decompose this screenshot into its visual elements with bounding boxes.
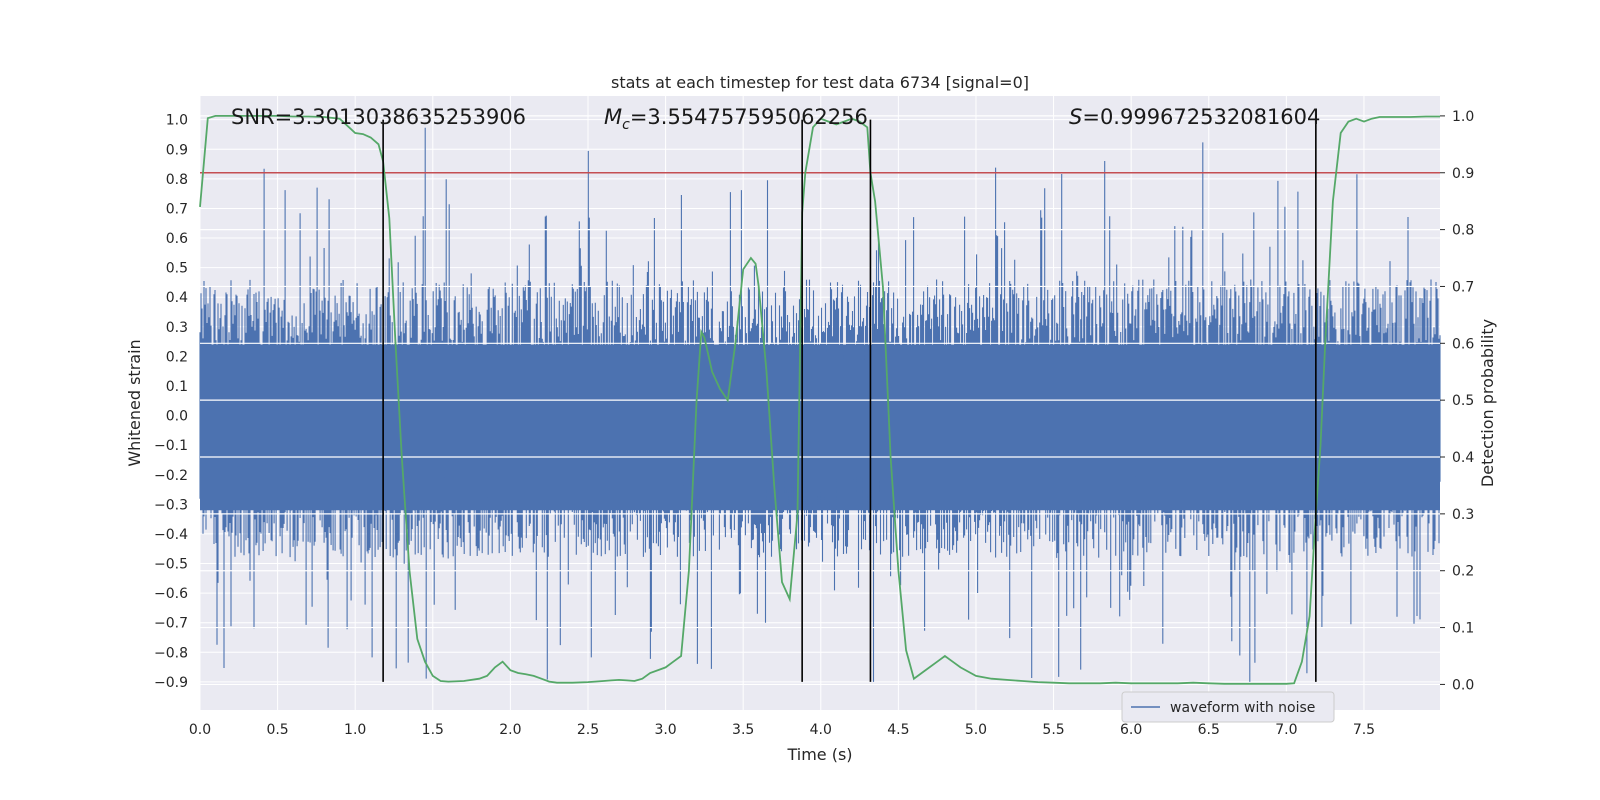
y-right-tick-label: 0.4: [1452, 450, 1474, 466]
y-right-tick-label: 0.3: [1452, 507, 1474, 523]
y-left-tick-label: −0.2: [154, 468, 188, 484]
y-left-tick-label: 0.2: [166, 349, 188, 365]
y-right-tick-label: 0.5: [1452, 393, 1474, 409]
y-left-tick-label: 1.0: [166, 113, 188, 129]
x-tick-label: 2.0: [499, 722, 521, 738]
strain-line: [199, 127, 1441, 682]
x-tick-label: 7.0: [1275, 722, 1297, 738]
x-tick-label: 0.5: [266, 722, 288, 738]
snr-annotation: SNR=3.3013038635253906: [231, 105, 526, 129]
x-tick-label: 5.0: [965, 722, 987, 738]
x-tick-label: 0.0: [189, 722, 211, 738]
y-right-tick-label: 0.8: [1452, 223, 1474, 239]
y-left-tick-label: −0.5: [154, 557, 188, 573]
x-tick-label: 4.5: [887, 722, 909, 738]
y-right-tick-label: 1.0: [1452, 109, 1474, 125]
y-left-tick-label: −0.7: [154, 616, 188, 632]
y-right-tick-label: 0.2: [1452, 564, 1474, 580]
y-right-tick-label: 0.7: [1452, 279, 1474, 295]
y-left-tick-label: −0.8: [154, 645, 188, 661]
y-left-tick-label: −0.4: [154, 527, 188, 543]
x-tick-label: 2.5: [577, 722, 599, 738]
boundary-lines: [382, 119, 1317, 682]
y-left-tick-label: 0.1: [166, 379, 188, 395]
probability-line: [199, 115, 1440, 685]
legend-label: waveform with noise: [1170, 700, 1315, 716]
x-tick-label: 1.0: [344, 722, 366, 738]
x-tick-label: 3.5: [732, 722, 754, 738]
x-axis-label: Time (s): [786, 745, 852, 764]
x-tick-label: 3.0: [654, 722, 676, 738]
y-right-tick-label: 0.9: [1452, 166, 1474, 182]
y-left-tick-label: −0.6: [154, 586, 188, 602]
y-left-tick-label: 0.6: [166, 231, 188, 247]
probability-layer: [199, 115, 1440, 686]
y-left-tick-label: 0.8: [166, 172, 188, 188]
y-left-tick-label: −0.9: [154, 675, 188, 691]
strain-trace: [199, 127, 1441, 682]
y-axis-label-left: Whitened strain: [125, 339, 144, 466]
x-tick-label: 5.5: [1042, 722, 1064, 738]
y-right-tick-label: 0.1: [1452, 621, 1474, 637]
y-left-tick-label: 0.4: [166, 290, 188, 306]
y-left-tick-label: 0.3: [166, 320, 188, 336]
x-tick-label: 6.5: [1198, 722, 1220, 738]
x-tick-label: 4.0: [810, 722, 832, 738]
score-annotation: S=0.999672532081604: [1069, 105, 1320, 129]
y-left-tick-label: 0.7: [166, 201, 188, 217]
legend-box: [1121, 691, 1335, 723]
tick-labels: 0.0 0.5 1.0 1.5 2.0 2.5 3.0 3.5 4.0 4.5 5.0 5.5 6.0 6…: [154, 109, 1474, 738]
y-axis-label-right: Detection probability: [1478, 319, 1497, 487]
y-left-tick-label: −0.1: [154, 438, 188, 454]
y-left-tick-label: 0.0: [166, 409, 188, 425]
legend: waveform with noise: [1121, 691, 1335, 723]
x-tick-label: 6.0: [1120, 722, 1142, 738]
x-tick-label: 1.5: [422, 722, 444, 738]
chart-title: stats at each timestep for test data 673…: [611, 73, 1029, 92]
y-left-tick-label: 0.9: [166, 142, 188, 158]
x-tick-label: 7.5: [1353, 722, 1375, 738]
y-right-tick-label: 0.6: [1452, 336, 1474, 352]
y-left-tick-label: −0.3: [154, 497, 188, 513]
chirp-mass-annotation: Mc=3.554757595062256: [604, 105, 868, 133]
y-right-tick-label: 0.0: [1452, 677, 1474, 693]
y-left-tick-label: 0.5: [166, 261, 188, 277]
